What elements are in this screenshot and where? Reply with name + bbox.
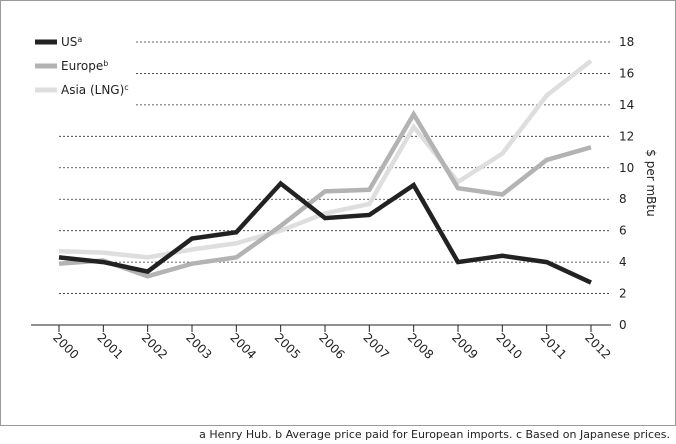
y-tick-label: 4 bbox=[619, 255, 627, 269]
x-tick-label: 2002 bbox=[139, 330, 170, 361]
y-tick-label: 18 bbox=[619, 35, 634, 49]
series-line-asia-lng bbox=[58, 59, 593, 260]
y-tick-label: 14 bbox=[619, 98, 634, 112]
series-layer bbox=[58, 59, 593, 285]
series-line-us bbox=[58, 180, 592, 285]
x-tick-label: 2007 bbox=[360, 330, 391, 361]
legend-label: Asia (LNG)c bbox=[61, 83, 129, 98]
legend-label: Europeb bbox=[61, 59, 108, 74]
x-tick-label: 2006 bbox=[316, 330, 347, 361]
footnote: a Henry Hub. b Average price paid for Eu… bbox=[199, 428, 670, 441]
x-axis: 2000 2001 2002 2003 2004 2005 2006 2007 2008 2009… bbox=[31, 324, 614, 362]
x-tick-label: 2008 bbox=[405, 330, 436, 361]
x-tick-label: 2005 bbox=[272, 330, 303, 361]
x-tick-label: 2003 bbox=[183, 330, 214, 361]
y-tick-label: 0 bbox=[619, 318, 627, 332]
x-tick-label: 2012 bbox=[582, 330, 613, 361]
gridlines bbox=[59, 41, 611, 294]
x-tick-label: 2000 bbox=[50, 330, 81, 361]
x-tick-label: 2001 bbox=[94, 330, 125, 361]
chart-frame: 0 2 4 6 8 10 12 14 16 18 2000 2001 2002 2003 2004 2005… bbox=[0, 0, 676, 426]
y-tick-label: 16 bbox=[619, 66, 634, 80]
y-tick-label: 10 bbox=[619, 161, 634, 175]
y-axis-label: $ per mBtu bbox=[644, 149, 658, 216]
y-axis-ticks: 0 2 4 6 8 10 12 14 16 18 bbox=[619, 35, 634, 332]
y-tick-label: 6 bbox=[619, 224, 627, 238]
series-line-europe bbox=[58, 109, 592, 279]
legend: USa Europeb Asia (LNG)c bbox=[35, 35, 129, 98]
x-tick-label: 2010 bbox=[493, 330, 524, 361]
legend-label: USa bbox=[61, 35, 82, 50]
x-tick-label: 2011 bbox=[538, 330, 569, 361]
line-chart: 0 2 4 6 8 10 12 14 16 18 2000 2001 2002 2003 2004 2005… bbox=[31, 35, 658, 362]
y-tick-label: 2 bbox=[619, 287, 627, 301]
y-tick-label: 8 bbox=[619, 192, 627, 206]
x-tick-label: 2009 bbox=[449, 330, 480, 361]
x-tick-label: 2004 bbox=[227, 330, 258, 361]
y-tick-label: 12 bbox=[619, 129, 634, 143]
